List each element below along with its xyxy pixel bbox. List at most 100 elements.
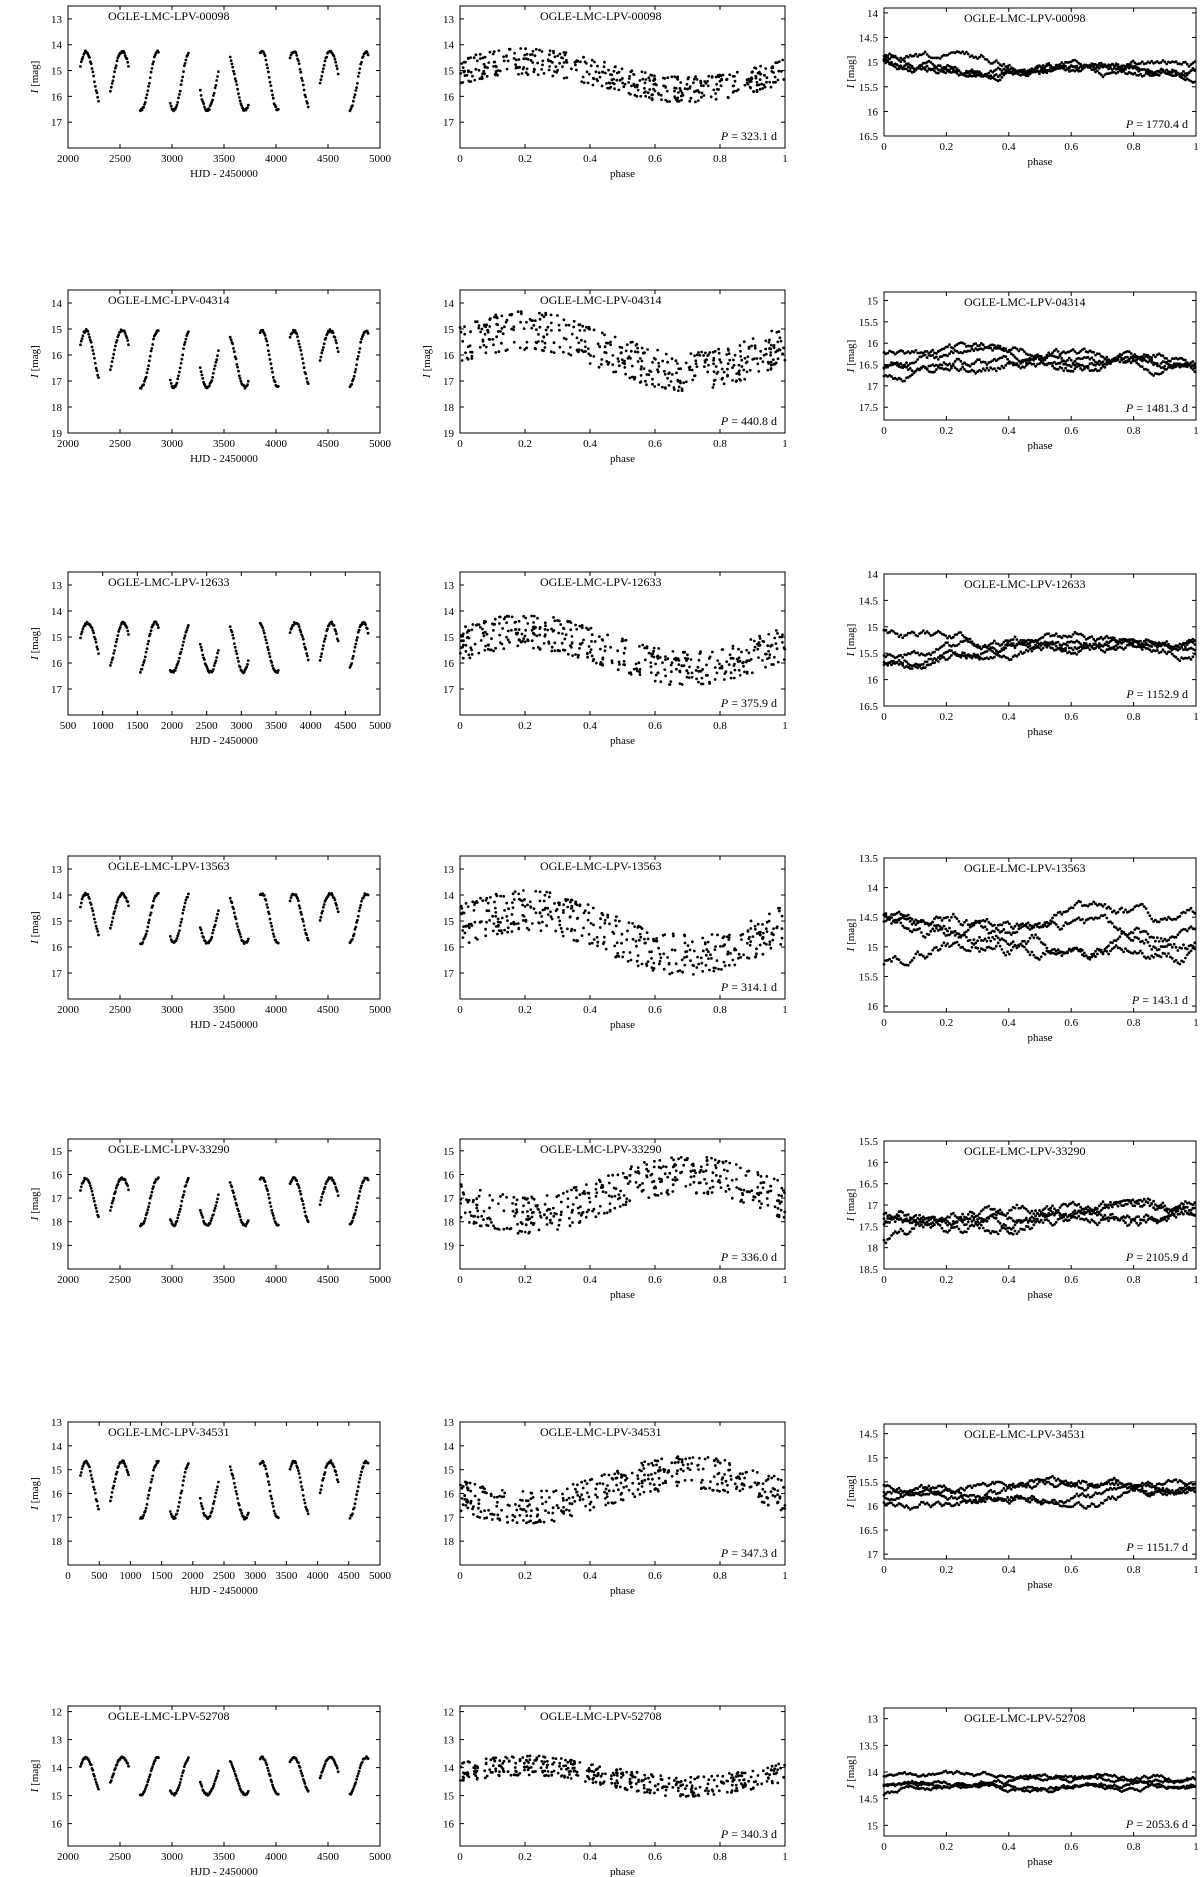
data-point bbox=[366, 631, 370, 635]
data-point bbox=[726, 373, 729, 377]
x-tick-label: 0.4 bbox=[1002, 425, 1016, 437]
data-point bbox=[487, 337, 491, 341]
data-point bbox=[474, 320, 477, 323]
data-point bbox=[268, 917, 272, 921]
data-point bbox=[321, 348, 324, 352]
data-point bbox=[126, 629, 130, 633]
data-point bbox=[572, 325, 576, 329]
data-point bbox=[745, 670, 749, 674]
data-point bbox=[580, 626, 584, 630]
data-point bbox=[589, 626, 593, 630]
data-point bbox=[957, 642, 961, 646]
data-point bbox=[115, 900, 119, 904]
data-point bbox=[650, 654, 654, 658]
data-point bbox=[271, 375, 275, 379]
data-point bbox=[646, 348, 649, 351]
data-point bbox=[695, 677, 698, 681]
data-point bbox=[1071, 633, 1075, 636]
data-point bbox=[718, 666, 722, 670]
data-point bbox=[959, 367, 963, 371]
data-point bbox=[993, 367, 996, 370]
data-point bbox=[532, 614, 536, 618]
data-point bbox=[582, 638, 585, 642]
data-point bbox=[597, 71, 601, 75]
data-point bbox=[519, 310, 523, 314]
data-point bbox=[483, 332, 487, 336]
data-point bbox=[562, 51, 566, 54]
data-point bbox=[1169, 359, 1172, 363]
data-point bbox=[707, 74, 711, 78]
data-point bbox=[149, 70, 153, 74]
x-axis-label: phase bbox=[610, 1019, 635, 1031]
data-point bbox=[632, 375, 636, 379]
x-tick-label: 2500 bbox=[109, 1004, 132, 1016]
data-point bbox=[603, 649, 607, 653]
data-point bbox=[905, 633, 908, 637]
data-point bbox=[336, 639, 340, 643]
data-point bbox=[637, 661, 641, 665]
data-point bbox=[1191, 368, 1195, 371]
data-point bbox=[229, 59, 233, 62]
data-point bbox=[524, 628, 527, 632]
data-point bbox=[507, 47, 511, 51]
data-point bbox=[665, 89, 669, 93]
data-point bbox=[683, 941, 687, 945]
data-point bbox=[112, 352, 116, 356]
data-point bbox=[217, 349, 220, 352]
data-point bbox=[912, 54, 916, 58]
data-point bbox=[476, 59, 479, 63]
data-point bbox=[216, 354, 219, 358]
data-point bbox=[592, 76, 595, 80]
data-point bbox=[970, 68, 974, 72]
data-point bbox=[688, 665, 691, 669]
data-point bbox=[499, 921, 502, 924]
data-point bbox=[761, 931, 765, 935]
data-point bbox=[1176, 363, 1180, 367]
data-point bbox=[621, 361, 625, 365]
data-point bbox=[598, 345, 602, 349]
data-point bbox=[769, 353, 772, 357]
data-point bbox=[1017, 349, 1021, 353]
data-point bbox=[475, 623, 479, 627]
data-point bbox=[1077, 351, 1081, 355]
data-point bbox=[467, 653, 471, 657]
data-point bbox=[974, 347, 978, 350]
panel-3-3: 0 0.2 0.4 0.6 0.8 11414.51515.51616.5OGLE-LMC… bbox=[845, 569, 1199, 738]
data-point bbox=[468, 656, 472, 660]
data-point bbox=[640, 346, 644, 350]
data-point bbox=[1152, 72, 1155, 76]
data-point bbox=[635, 669, 639, 673]
data-point bbox=[653, 77, 656, 81]
data-point bbox=[749, 638, 753, 641]
data-point bbox=[998, 78, 1002, 82]
data-point bbox=[470, 653, 474, 656]
data-point bbox=[1041, 635, 1045, 639]
data-point bbox=[622, 950, 625, 954]
data-point bbox=[93, 85, 97, 88]
data-point bbox=[606, 633, 609, 637]
data-point bbox=[356, 355, 360, 358]
data-point bbox=[532, 324, 536, 327]
x-tick-label: 0.4 bbox=[583, 153, 597, 165]
data-point bbox=[972, 71, 976, 75]
data-point bbox=[596, 940, 600, 944]
data-point bbox=[532, 621, 535, 624]
data-point bbox=[659, 680, 663, 684]
data-point bbox=[148, 81, 151, 85]
data-point bbox=[640, 927, 644, 930]
data-point bbox=[558, 901, 561, 905]
x-axis-label: HJD - 2450000 bbox=[190, 453, 258, 465]
data-point bbox=[931, 354, 935, 357]
data-point bbox=[981, 55, 985, 59]
data-point bbox=[1170, 652, 1174, 656]
data-point bbox=[511, 901, 514, 904]
data-point bbox=[673, 948, 677, 952]
data-point bbox=[1118, 360, 1122, 364]
data-point bbox=[572, 319, 576, 323]
data-point bbox=[543, 633, 547, 636]
data-point bbox=[148, 632, 152, 636]
data-point bbox=[514, 58, 518, 62]
data-point bbox=[683, 656, 687, 660]
data-point bbox=[522, 614, 526, 618]
data-point bbox=[1155, 649, 1159, 652]
